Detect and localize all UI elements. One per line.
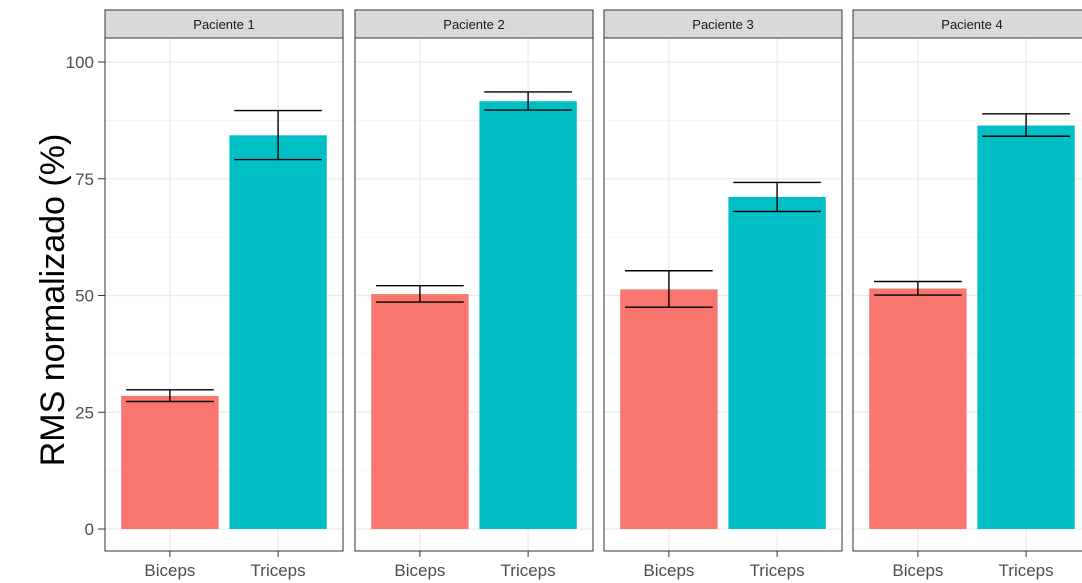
- y-tick-label: 0: [85, 520, 94, 539]
- facet-panels: Biceps Triceps Paciente 1 Biceps Triceps Paci…: [104, 9, 1082, 580]
- bar-biceps: [121, 395, 219, 529]
- x-tick-label: Triceps: [501, 561, 556, 580]
- facet-strip-label: Paciente 4: [941, 17, 1002, 32]
- x-tick-label: Biceps: [144, 561, 195, 580]
- y-tick-label: 25: [75, 403, 94, 422]
- x-tick-label: Biceps: [643, 561, 694, 580]
- y-tick-label: 75: [75, 170, 94, 189]
- y-tick-label: 100: [66, 53, 94, 72]
- bar-biceps: [869, 288, 967, 529]
- bar-biceps: [620, 289, 718, 529]
- facet-strip: [104, 9, 344, 39]
- facet-strip-label: Paciente 3: [692, 17, 753, 32]
- facet-panel: Biceps Triceps Paciente 1: [104, 9, 344, 580]
- facet-strip-label: Paciente 1: [193, 17, 254, 32]
- facet-strip: [603, 9, 843, 39]
- facet-panel: Biceps Triceps Paciente 2: [354, 9, 594, 580]
- bar-triceps: [977, 125, 1075, 530]
- facet-panel: Biceps Triceps Paciente 4: [852, 9, 1082, 580]
- facet-strip: [852, 9, 1082, 39]
- bar-biceps: [371, 294, 469, 529]
- x-tick-label: Triceps: [251, 561, 306, 580]
- x-tick-label: Biceps: [892, 561, 943, 580]
- y-axis: 0 25 50 75 100: [66, 53, 105, 539]
- y-axis-label: RMS normalizado (%): [34, 134, 72, 467]
- bar-triceps: [229, 135, 327, 529]
- x-tick-label: Triceps: [750, 561, 805, 580]
- bar-triceps: [479, 101, 577, 529]
- y-tick-label: 50: [75, 287, 94, 306]
- x-tick-label: Biceps: [394, 561, 445, 580]
- x-tick-label: Triceps: [999, 561, 1054, 580]
- facet-strip-label: Paciente 2: [443, 17, 504, 32]
- facet-strip: [354, 9, 594, 39]
- bar-triceps: [728, 196, 826, 529]
- facet-panel: Biceps Triceps Paciente 3: [603, 9, 843, 580]
